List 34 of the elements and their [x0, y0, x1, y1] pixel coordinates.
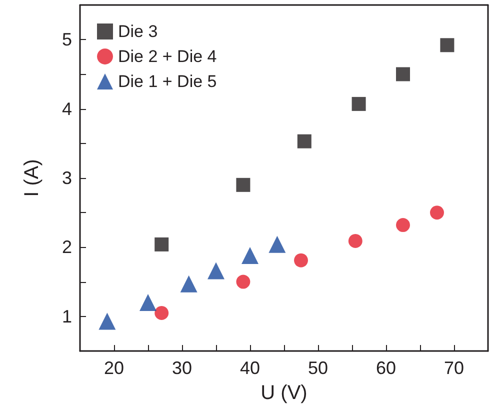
point	[98, 312, 116, 330]
point	[297, 134, 312, 148]
point	[440, 38, 454, 52]
x-tick-label: 70	[444, 358, 464, 378]
y-tick-label: 3	[62, 168, 72, 188]
x-tick-label: 40	[240, 358, 260, 378]
x-tick-label: 60	[376, 358, 396, 378]
y-tick-label: 4	[62, 98, 72, 119]
point	[236, 274, 250, 289]
legend-label: Die 1 + Die 5	[118, 72, 217, 91]
point	[294, 253, 308, 268]
x-tick-label: 50	[308, 358, 328, 378]
point	[242, 247, 258, 264]
legend-label: Die 2 + Die 4	[118, 47, 217, 66]
point	[348, 234, 362, 248]
point	[180, 275, 198, 292]
point	[396, 67, 410, 82]
point	[268, 236, 286, 253]
point	[430, 206, 444, 220]
point	[140, 294, 156, 312]
y-axis-title: I (A)	[21, 159, 43, 197]
x-tick-label: 20	[104, 358, 124, 378]
x-axis-title: U (V)	[260, 382, 308, 404]
point	[208, 262, 224, 280]
point	[154, 306, 169, 320]
y-tick-label: 2	[62, 237, 72, 258]
legend-label: Die 3	[118, 22, 158, 41]
y-tick-label: 5	[62, 30, 72, 50]
y-tick-label: 1	[62, 306, 72, 326]
point	[352, 96, 366, 111]
point	[236, 178, 250, 192]
point	[154, 237, 169, 252]
point	[396, 218, 410, 232]
x-tick-label: 30	[172, 358, 192, 378]
